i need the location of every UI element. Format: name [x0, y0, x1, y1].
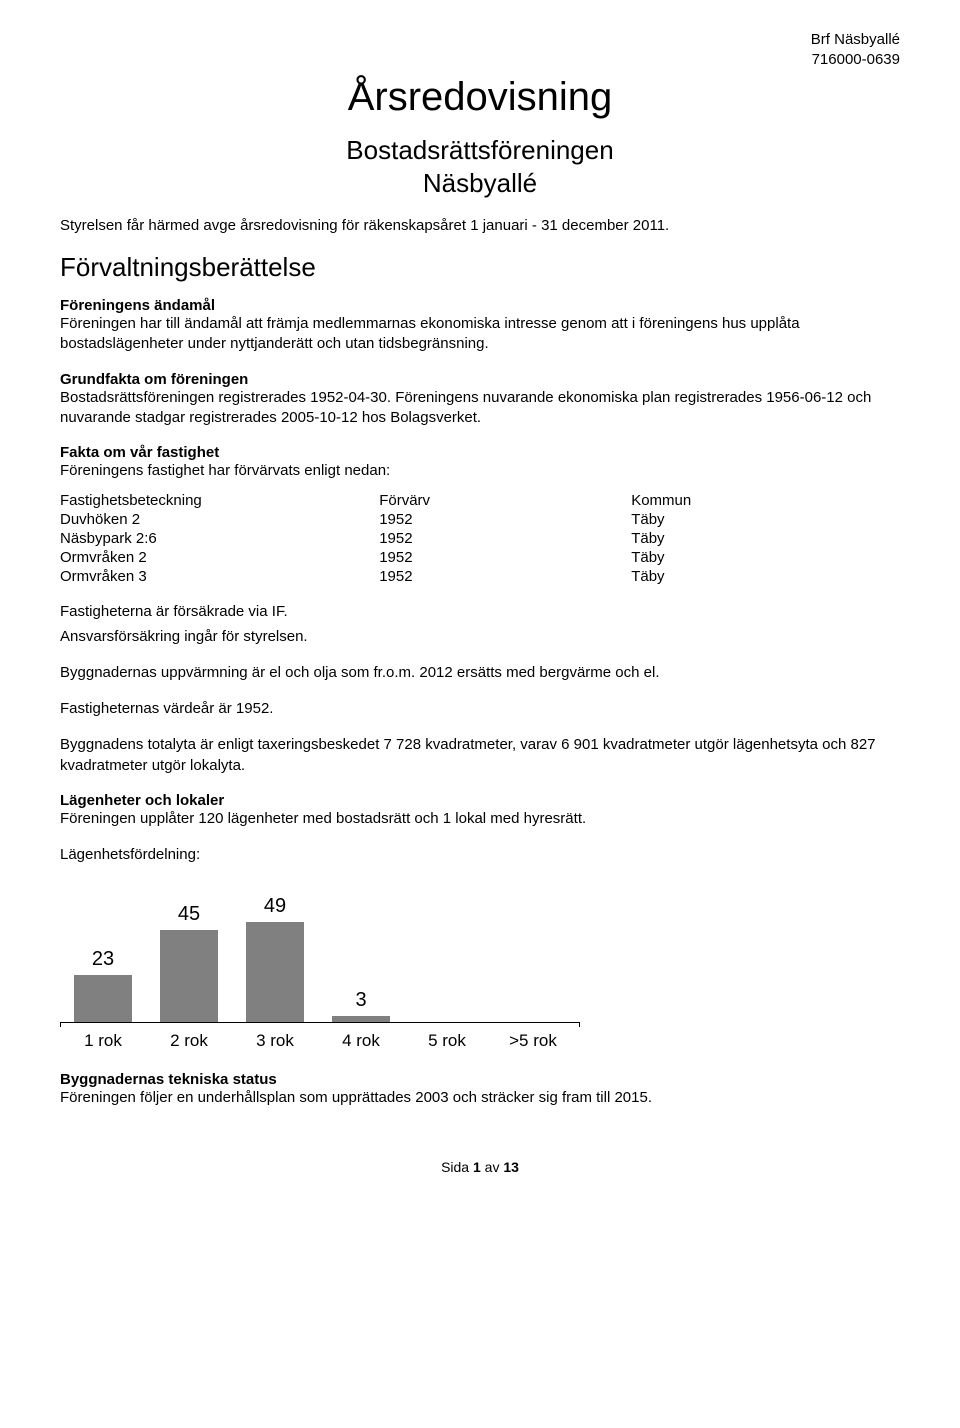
technical-text: Föreningen följer en underhållsplan som … — [60, 1088, 900, 1108]
bar-slot: 5 rok — [404, 1023, 490, 1051]
purpose-text: Föreningen har till ändamål att främja m… — [60, 314, 900, 355]
document-page: Brf Näsbyallé 716000-0639 Årsredovisning… — [0, 0, 960, 1205]
apartment-distribution-chart: 231 rok452 rok493 rok34 rok5 rok>5 rok — [60, 881, 900, 1051]
org-number: 716000-0639 — [60, 50, 900, 70]
bar-stack: 49 — [232, 895, 318, 1022]
bar-value: 49 — [264, 895, 286, 918]
bar-label: 3 rok — [232, 1031, 318, 1051]
table-cell: 1952 — [379, 529, 631, 548]
apartments-heading: Lägenheter och lokaler — [60, 792, 900, 809]
table-header-cell: Fastighetsbeteckning — [60, 491, 379, 510]
area-text: Byggnadens totalyta är enligt taxeringsb… — [60, 735, 900, 776]
bar-slot: 493 rok — [232, 1023, 318, 1051]
bar-stack: 3 — [318, 989, 404, 1022]
page-footer: Sida 1 av 13 — [60, 1159, 900, 1175]
bar-stack: 23 — [60, 948, 146, 1022]
grundfakta-text: Bostadsrättsföreningen registrerades 195… — [60, 388, 900, 429]
fakta-fastighet-heading: Fakta om vår fastighet — [60, 444, 900, 461]
footer-prefix: Sida — [441, 1159, 473, 1175]
subtitle-line2: Näsbyallé — [60, 167, 900, 200]
page-subtitle: Bostadsrättsföreningen Näsbyallé — [60, 134, 900, 199]
table-header-cell: Förvärv — [379, 491, 631, 510]
technical-heading: Byggnadernas tekniska status — [60, 1071, 900, 1088]
table-cell: Täby — [631, 510, 900, 529]
table-cell: Ormvråken 2 — [60, 548, 379, 567]
org-name: Brf Näsbyallé — [60, 30, 900, 50]
bar-label: 1 rok — [60, 1031, 146, 1051]
apartments-text: Föreningen upplåter 120 lägenheter med b… — [60, 809, 900, 829]
subtitle-line1: Bostadsrättsföreningen — [60, 134, 900, 167]
purpose-heading: Föreningens ändamål — [60, 297, 900, 314]
bar — [160, 930, 218, 1022]
table-cell: Näsbypark 2:6 — [60, 529, 379, 548]
footer-page-current: 1 — [473, 1159, 481, 1175]
fakta-fastighet-text: Föreningens fastighet har förvärvats enl… — [60, 461, 900, 481]
bar-stack: 45 — [146, 903, 232, 1022]
table-cell: Täby — [631, 567, 900, 586]
property-table: Fastighetsbeteckning Förvärv Kommun Duvh… — [60, 491, 900, 586]
table-cell: Täby — [631, 548, 900, 567]
table-cell: 1952 — [379, 567, 631, 586]
bar-slot: 452 rok — [146, 1023, 232, 1051]
insurance-line1: Fastigheterna är försäkrade via IF. — [60, 602, 900, 622]
footer-sep: av — [481, 1159, 504, 1175]
bar — [74, 975, 132, 1022]
bar-value: 45 — [178, 903, 200, 926]
section-heading-forvaltning: Förvaltningsberättelse — [60, 252, 900, 283]
insurance-line2: Ansvarsförsäkring ingår för styrelsen. — [60, 627, 900, 647]
table-cell: Duvhöken 2 — [60, 510, 379, 529]
bar-value: 23 — [92, 948, 114, 971]
bar-value: 3 — [355, 989, 366, 1012]
table-row: Ormvråken 3 1952 Täby — [60, 567, 900, 586]
bar — [332, 1016, 390, 1022]
bar — [246, 922, 304, 1022]
table-row: Näsbypark 2:6 1952 Täby — [60, 529, 900, 548]
page-title: Årsredovisning — [60, 75, 900, 120]
table-header-row: Fastighetsbeteckning Förvärv Kommun — [60, 491, 900, 510]
bar-slot: 231 rok — [60, 1023, 146, 1051]
table-cell: Ormvråken 3 — [60, 567, 379, 586]
heating-text: Byggnadernas uppvärmning är el och olja … — [60, 663, 900, 683]
table-cell: Täby — [631, 529, 900, 548]
table-row: Duvhöken 2 1952 Täby — [60, 510, 900, 529]
table-cell: 1952 — [379, 510, 631, 529]
bar-label: 2 rok — [146, 1031, 232, 1051]
bar-slot: >5 rok — [490, 1023, 576, 1051]
distribution-label: Lägenhetsfördelning: — [60, 845, 900, 865]
intro-text: Styrelsen får härmed avge årsredovisning… — [60, 217, 900, 234]
table-header-cell: Kommun — [631, 491, 900, 510]
table-cell: 1952 — [379, 548, 631, 567]
grundfakta-heading: Grundfakta om föreningen — [60, 371, 900, 388]
bar-label: 5 rok — [404, 1031, 490, 1051]
value-year-text: Fastigheternas värdeår är 1952. — [60, 699, 900, 719]
header-org: Brf Näsbyallé 716000-0639 — [60, 30, 900, 69]
footer-page-total: 13 — [503, 1159, 519, 1175]
bar-chart: 231 rok452 rok493 rok34 rok5 rok>5 rok — [60, 881, 580, 1051]
chart-tick — [579, 1022, 580, 1027]
table-row: Ormvråken 2 1952 Täby — [60, 548, 900, 567]
bar-slot: 34 rok — [318, 1023, 404, 1051]
bar-label: >5 rok — [490, 1031, 576, 1051]
bar-label: 4 rok — [318, 1031, 404, 1051]
